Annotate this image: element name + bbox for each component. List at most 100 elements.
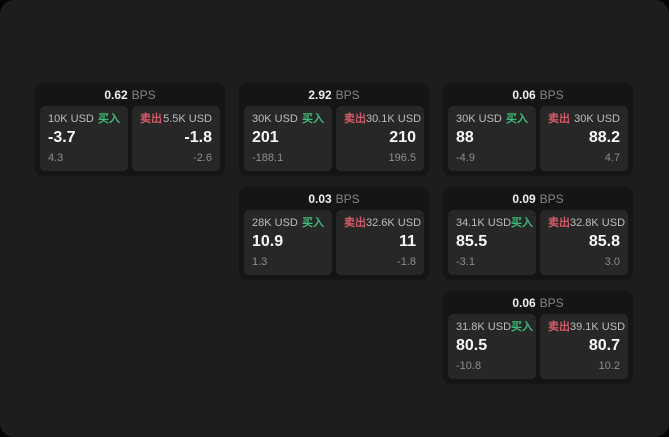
card-header: 0.06 BPS [448, 83, 628, 106]
spread-value: 0.06 [512, 87, 536, 102]
buy-notional: 10K USD [48, 113, 94, 125]
sell-price: 11 [399, 233, 416, 250]
quote-panels: 28K USD 买入 10.9 1.3 卖出 32.6K USD 11 -1.8 [244, 210, 424, 275]
buy-price: 201 [252, 129, 279, 146]
spread-value: 0.03 [308, 191, 332, 206]
quote-grid: 0.62 BPS 10K USD 买入 -3.7 4.3 卖出 5.5K USD… [35, 83, 633, 384]
buy-price: -3.7 [48, 129, 76, 146]
spread-value: 0.09 [512, 191, 536, 206]
sell-panel[interactable]: 卖出 5.5K USD -1.8 -2.6 [132, 106, 220, 171]
spread-unit-label: BPS [335, 191, 360, 206]
sell-panel-top: 卖出 5.5K USD [140, 113, 212, 126]
buy-price: 10.9 [252, 233, 284, 250]
buy-panel[interactable]: 30K USD 买入 201 -188.1 [244, 106, 332, 171]
quote-card: 0.03 BPS 28K USD 买入 10.9 1.3 卖出 32.6K US… [239, 187, 429, 280]
buy-panel[interactable]: 31.8K USD 买入 80.5 -10.8 [448, 314, 536, 379]
quote-card: 2.92 BPS 30K USD 买入 201 -188.1 卖出 30.1K … [239, 83, 429, 176]
card-header: 2.92 BPS [244, 83, 424, 106]
spread-unit-label: BPS [539, 295, 564, 310]
card-header: 0.09 BPS [448, 187, 628, 210]
sell-side-label: 卖出 [344, 113, 366, 125]
spread-unit-label: BPS [539, 87, 564, 102]
quote-panels: 30K USD 买入 88 -4.9 卖出 30K USD 88.2 4.7 [448, 106, 628, 171]
sell-side-label: 卖出 [344, 217, 366, 229]
sell-side-label: 卖出 [548, 113, 570, 125]
sell-notional: 32.6K USD [366, 217, 422, 229]
card-header: 0.06 BPS [448, 291, 628, 314]
quote-card: 0.09 BPS 34.1K USD 买入 85.5 -3.1 卖出 32.8K… [443, 187, 633, 280]
sell-price: 210 [389, 129, 416, 146]
buy-panel[interactable]: 28K USD 买入 10.9 1.3 [244, 210, 332, 275]
buy-delta: -188.1 [252, 152, 284, 164]
sell-notional: 32.8K USD [570, 217, 626, 229]
buy-delta: 1.3 [252, 256, 268, 268]
sell-notional: 5.5K USD [163, 113, 212, 125]
sell-price: 80.7 [588, 337, 620, 354]
quote-card: 0.06 BPS 31.8K USD 买入 80.5 -10.8 卖出 39.1… [443, 291, 633, 384]
sell-delta: -1.8 [397, 256, 416, 268]
buy-panel-top: 30K USD 买入 [456, 113, 528, 126]
sell-notional: 39.1K USD [570, 321, 626, 333]
sell-side-label: 卖出 [548, 321, 570, 333]
buy-side-label: 买入 [506, 113, 528, 125]
buy-panel[interactable]: 10K USD 买入 -3.7 4.3 [40, 106, 128, 171]
sell-notional: 30K USD [574, 113, 620, 125]
buy-notional: 30K USD [252, 113, 298, 125]
spread-unit-label: BPS [131, 87, 156, 102]
sell-panel-top: 卖出 32.6K USD [344, 217, 421, 230]
buy-notional: 30K USD [456, 113, 502, 125]
buy-side-label: 买入 [98, 113, 120, 125]
buy-notional: 28K USD [252, 217, 298, 229]
buy-delta: -3.1 [456, 256, 475, 268]
sell-side-label: 卖出 [548, 217, 570, 229]
sell-price: -1.8 [184, 129, 212, 146]
spread-value: 2.92 [308, 87, 332, 102]
buy-panel-top: 34.1K USD 买入 [456, 217, 533, 230]
spread-unit-label: BPS [539, 191, 564, 206]
card-header: 0.03 BPS [244, 187, 424, 210]
sell-panel[interactable]: 卖出 39.1K USD 80.7 10.2 [540, 314, 628, 379]
sell-delta: 196.5 [388, 152, 416, 164]
spread-value: 0.06 [512, 295, 536, 310]
buy-delta: -10.8 [456, 360, 482, 372]
buy-side-label: 买入 [511, 321, 534, 333]
sell-panel[interactable]: 卖出 32.8K USD 85.8 3.0 [540, 210, 628, 275]
quote-panels: 34.1K USD 买入 85.5 -3.1 卖出 32.8K USD 85.8… [448, 210, 628, 275]
spread-unit-label: BPS [335, 87, 360, 102]
sell-panel[interactable]: 卖出 30.1K USD 210 196.5 [336, 106, 424, 171]
sell-price: 88.2 [588, 129, 620, 146]
buy-price: 80.5 [456, 337, 488, 354]
buy-notional: 34.1K USD [456, 217, 512, 229]
buy-panel-top: 30K USD 买入 [252, 113, 324, 126]
sell-price: 85.8 [588, 233, 620, 250]
quote-panels: 30K USD 买入 201 -188.1 卖出 30.1K USD 210 1… [244, 106, 424, 171]
sell-delta: 10.2 [598, 360, 620, 372]
buy-notional: 31.8K USD [456, 321, 512, 333]
sell-delta: 4.7 [604, 152, 620, 164]
sell-panel[interactable]: 卖出 30K USD 88.2 4.7 [540, 106, 628, 171]
buy-price: 85.5 [456, 233, 488, 250]
sell-panel-top: 卖出 30K USD [548, 113, 620, 126]
sell-side-label: 卖出 [140, 113, 162, 125]
quote-card: 0.06 BPS 30K USD 买入 88 -4.9 卖出 30K USD 8… [443, 83, 633, 176]
buy-panel[interactable]: 34.1K USD 买入 85.5 -3.1 [448, 210, 536, 275]
buy-panel-top: 31.8K USD 买入 [456, 321, 533, 334]
sell-panel[interactable]: 卖出 32.6K USD 11 -1.8 [336, 210, 424, 275]
buy-delta: -4.9 [456, 152, 475, 164]
buy-panel-top: 28K USD 买入 [252, 217, 324, 230]
quote-panels: 31.8K USD 买入 80.5 -10.8 卖出 39.1K USD 80.… [448, 314, 628, 379]
buy-side-label: 买入 [302, 113, 324, 125]
quote-card: 0.62 BPS 10K USD 买入 -3.7 4.3 卖出 5.5K USD… [35, 83, 225, 176]
spread-value: 0.62 [104, 87, 128, 102]
buy-panel[interactable]: 30K USD 买入 88 -4.9 [448, 106, 536, 171]
sell-panel-top: 卖出 39.1K USD [548, 321, 625, 334]
sell-delta: -2.6 [193, 152, 212, 164]
card-header: 0.62 BPS [40, 83, 220, 106]
buy-side-label: 买入 [511, 217, 534, 229]
sell-notional: 30.1K USD [366, 113, 422, 125]
buy-side-label: 买入 [302, 217, 324, 229]
quote-panels: 10K USD 买入 -3.7 4.3 卖出 5.5K USD -1.8 -2.… [40, 106, 220, 171]
sell-panel-top: 卖出 30.1K USD [344, 113, 421, 126]
buy-delta: 4.3 [48, 152, 64, 164]
